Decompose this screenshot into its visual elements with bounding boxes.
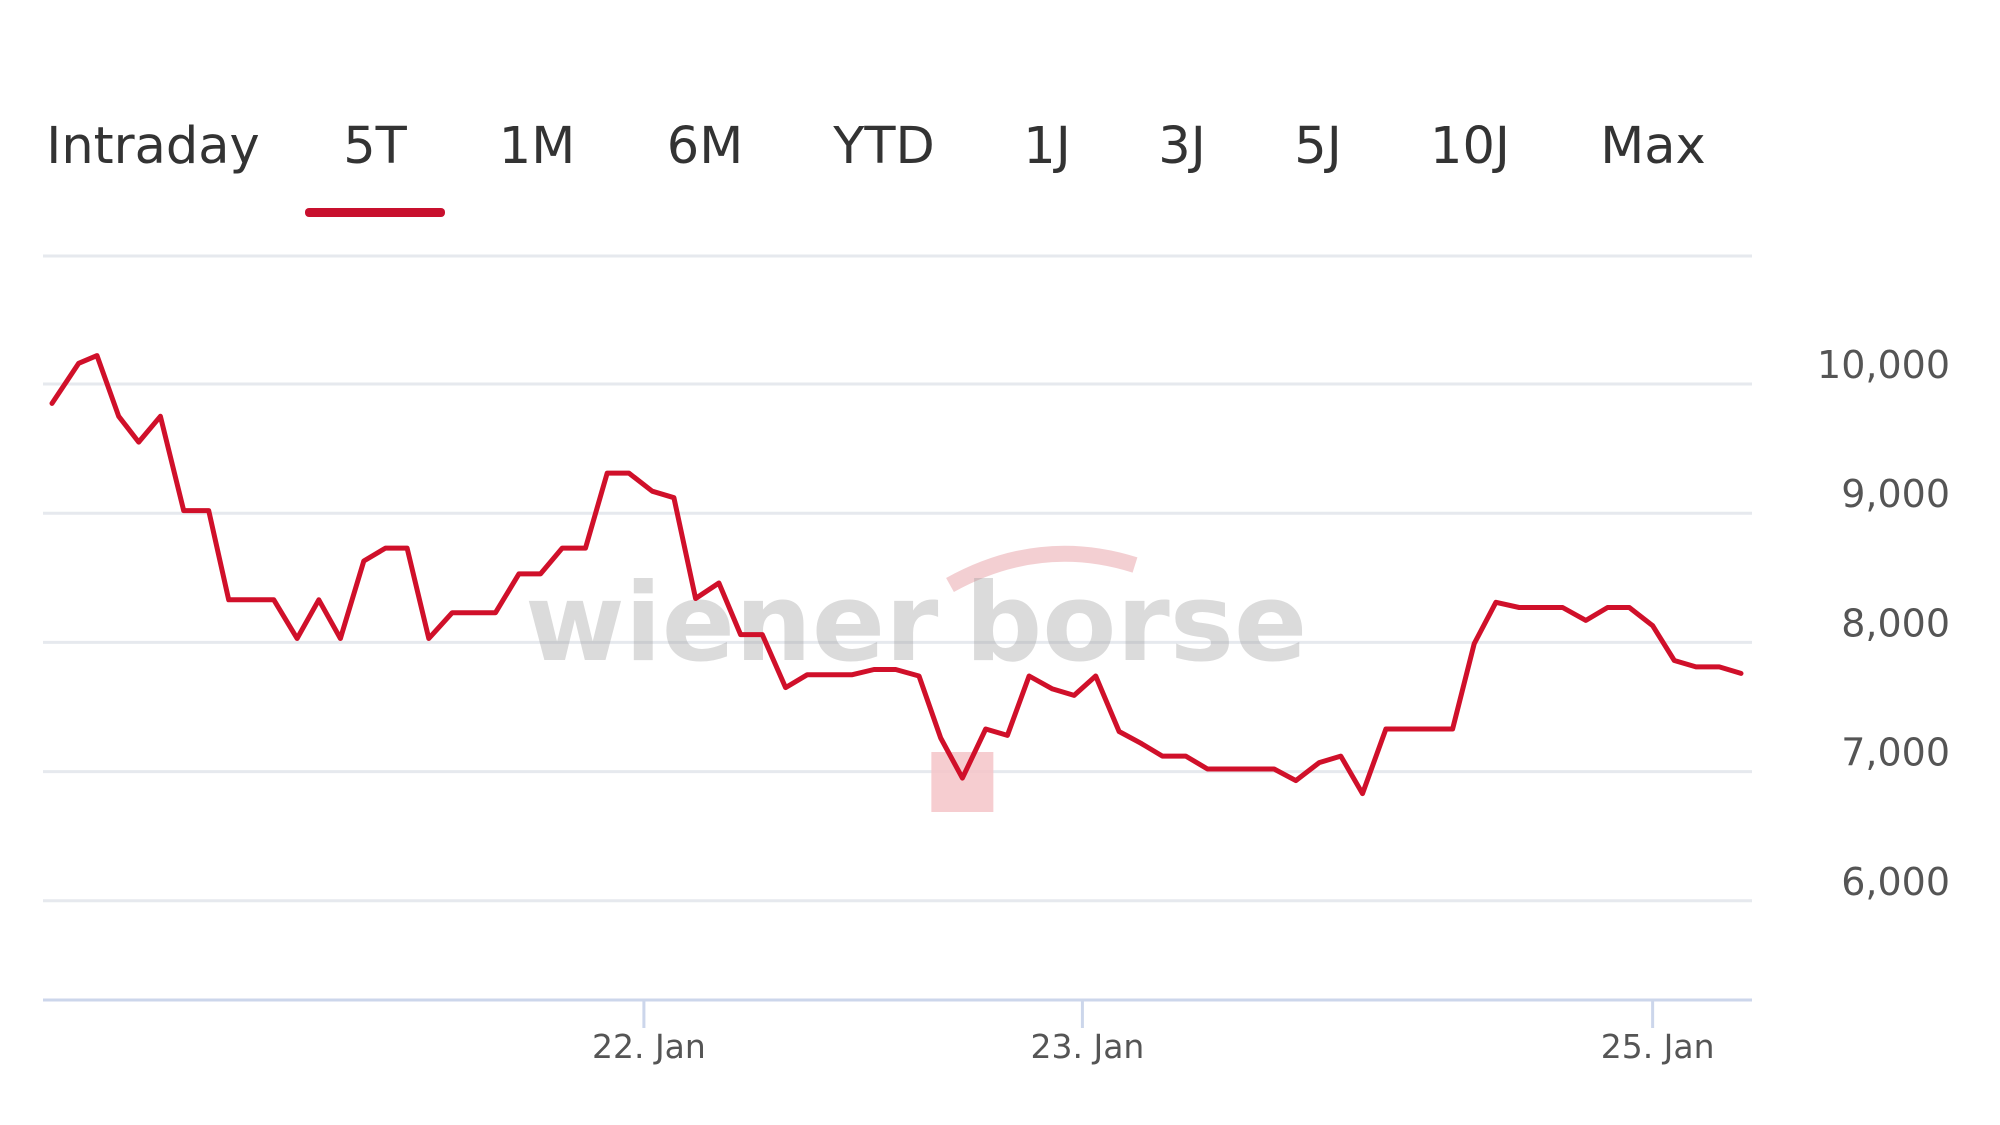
y-tick-label: 9,000	[1841, 472, 1950, 516]
active-tab-indicator	[305, 208, 445, 217]
hover-marker	[931, 752, 994, 812]
tab-max[interactable]: Max	[1600, 117, 1706, 176]
x-tick-label: 23. Jan	[1030, 1027, 1144, 1066]
tab-10j[interactable]: 10J	[1430, 117, 1510, 176]
x-tick-label: 22. Jan	[592, 1027, 706, 1066]
y-tick-label: 6,000	[1841, 860, 1950, 904]
tab-6m[interactable]: 6M	[666, 117, 744, 176]
y-axis-labels: 6,000 7,000 8,000 9,000 10,000	[1817, 343, 1950, 904]
tab-1j[interactable]: 1J	[1023, 117, 1071, 176]
y-tick-label: 8,000	[1841, 601, 1950, 645]
tab-intraday[interactable]: Intraday	[46, 117, 260, 176]
tab-ytd[interactable]: YTD	[833, 117, 935, 176]
tab-3j[interactable]: 3J	[1158, 117, 1206, 176]
x-tick-label: 25. Jan	[1601, 1027, 1715, 1066]
watermark-right: borse	[965, 561, 1307, 686]
watermark: wiener borse	[525, 545, 1307, 686]
tab-1m[interactable]: 1M	[498, 117, 576, 176]
tab-5j[interactable]: 5J	[1294, 117, 1342, 176]
y-tick-label: 10,000	[1817, 343, 1950, 387]
tab-5t[interactable]: 5T	[343, 117, 407, 176]
x-axis: 22. Jan 23. Jan 25. Jan	[43, 998, 1752, 1066]
series-line[interactable]	[49, 353, 1744, 797]
y-tick-label: 7,000	[1841, 731, 1950, 775]
grid-lines	[43, 254, 1752, 903]
watermark-swoosh-icon	[946, 545, 1138, 592]
watermark-left: wiener	[525, 561, 938, 686]
range-tabs: Intraday 5T 1M 6M YTD 1J 3J 5J 10J Max	[0, 95, 1780, 225]
